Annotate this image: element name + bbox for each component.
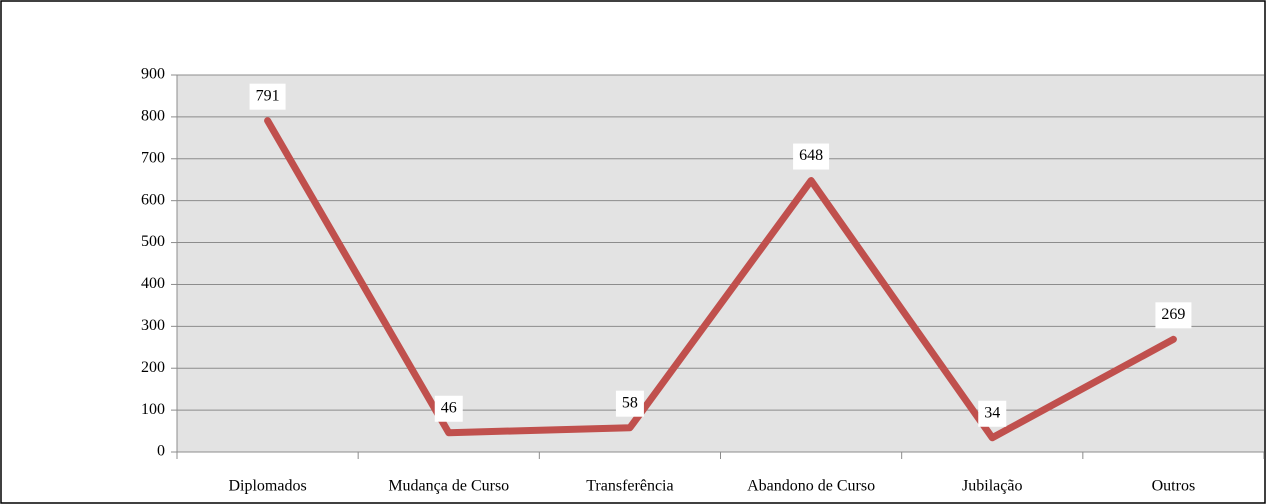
data-label: 648 <box>799 147 823 164</box>
line <box>264 117 1177 442</box>
x-tick-label: Diplomados <box>228 478 306 495</box>
data-label: 58 <box>622 394 638 411</box>
y-tick-label: 600 <box>141 191 165 208</box>
x-tick-label: Mudança de Curso <box>388 478 509 495</box>
x-tick-label: Outros <box>1152 478 1196 495</box>
x-tick-label: Abandono de Curso <box>747 478 875 495</box>
y-tick-label: 700 <box>141 149 165 166</box>
data-label-box <box>793 143 830 170</box>
data-label: 791 <box>256 87 280 104</box>
y-tick-label: 0 <box>157 443 165 460</box>
y-tick-label: 900 <box>141 66 165 83</box>
data-label-box <box>1155 302 1192 329</box>
y-tick-label: 200 <box>141 359 165 376</box>
data-label: 46 <box>441 399 457 416</box>
data-label-box <box>978 400 1007 427</box>
y-tick-label: 800 <box>141 108 165 125</box>
data-label-box <box>615 390 644 417</box>
data-label-box <box>434 395 463 422</box>
data-label-box <box>249 83 286 110</box>
plot-area <box>177 75 1264 452</box>
y-tick-label: 500 <box>141 233 165 250</box>
x-tick-label: Transferência <box>586 478 673 495</box>
y-tick-label: 300 <box>141 317 165 334</box>
data-label: 34 <box>984 404 1000 421</box>
y-tick-label: 400 <box>141 275 165 292</box>
y-tick-label: 100 <box>141 401 165 418</box>
x-tick-label: Jubilação <box>962 478 1022 495</box>
data-label: 269 <box>1161 306 1185 323</box>
